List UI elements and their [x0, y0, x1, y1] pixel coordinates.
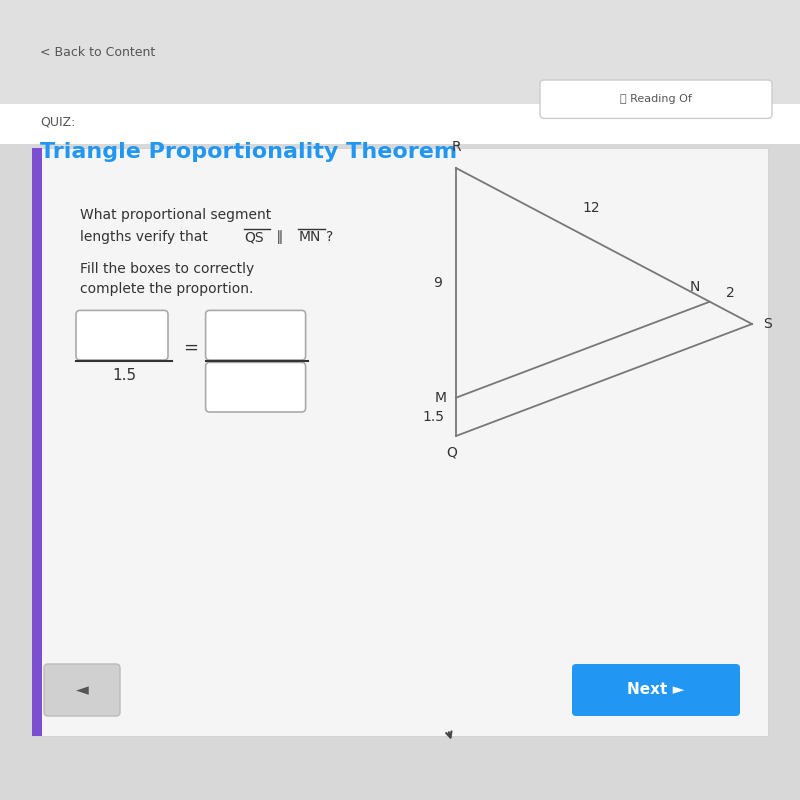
Text: 1.5: 1.5: [112, 368, 136, 383]
Text: R: R: [451, 139, 461, 154]
Text: M: M: [434, 390, 446, 405]
FancyBboxPatch shape: [540, 80, 772, 118]
FancyBboxPatch shape: [206, 362, 306, 412]
Text: lengths verify that: lengths verify that: [80, 230, 212, 245]
Text: ∥: ∥: [272, 230, 288, 245]
FancyBboxPatch shape: [0, 0, 800, 144]
Text: ◄: ◄: [76, 681, 88, 699]
Text: complete the proportion.: complete the proportion.: [80, 282, 254, 296]
Text: < Back to Content: < Back to Content: [40, 46, 155, 58]
Text: 1.5: 1.5: [422, 410, 444, 424]
Text: N: N: [690, 280, 700, 294]
Text: Triangle Proportionality Theorem: Triangle Proportionality Theorem: [40, 142, 457, 162]
Text: ?: ?: [326, 230, 334, 245]
Text: =: =: [183, 339, 198, 357]
Text: QUIZ:: QUIZ:: [40, 116, 75, 129]
FancyBboxPatch shape: [76, 310, 168, 360]
FancyBboxPatch shape: [0, 0, 800, 104]
Text: 9: 9: [433, 276, 442, 290]
FancyBboxPatch shape: [32, 148, 768, 736]
Text: S: S: [763, 317, 772, 331]
Text: 12: 12: [582, 201, 600, 215]
Text: MN: MN: [298, 230, 321, 245]
FancyBboxPatch shape: [32, 148, 42, 736]
Text: Next ►: Next ►: [627, 682, 685, 698]
FancyBboxPatch shape: [44, 664, 120, 716]
Text: Fill the boxes to correctly: Fill the boxes to correctly: [80, 262, 254, 276]
FancyBboxPatch shape: [572, 664, 740, 716]
Text: Q: Q: [446, 446, 458, 459]
Text: QS: QS: [244, 230, 264, 245]
Text: 2: 2: [726, 286, 735, 300]
FancyBboxPatch shape: [206, 310, 306, 360]
Text: 🎧 Reading Of: 🎧 Reading Of: [620, 94, 692, 104]
Text: What proportional segment: What proportional segment: [80, 208, 271, 222]
